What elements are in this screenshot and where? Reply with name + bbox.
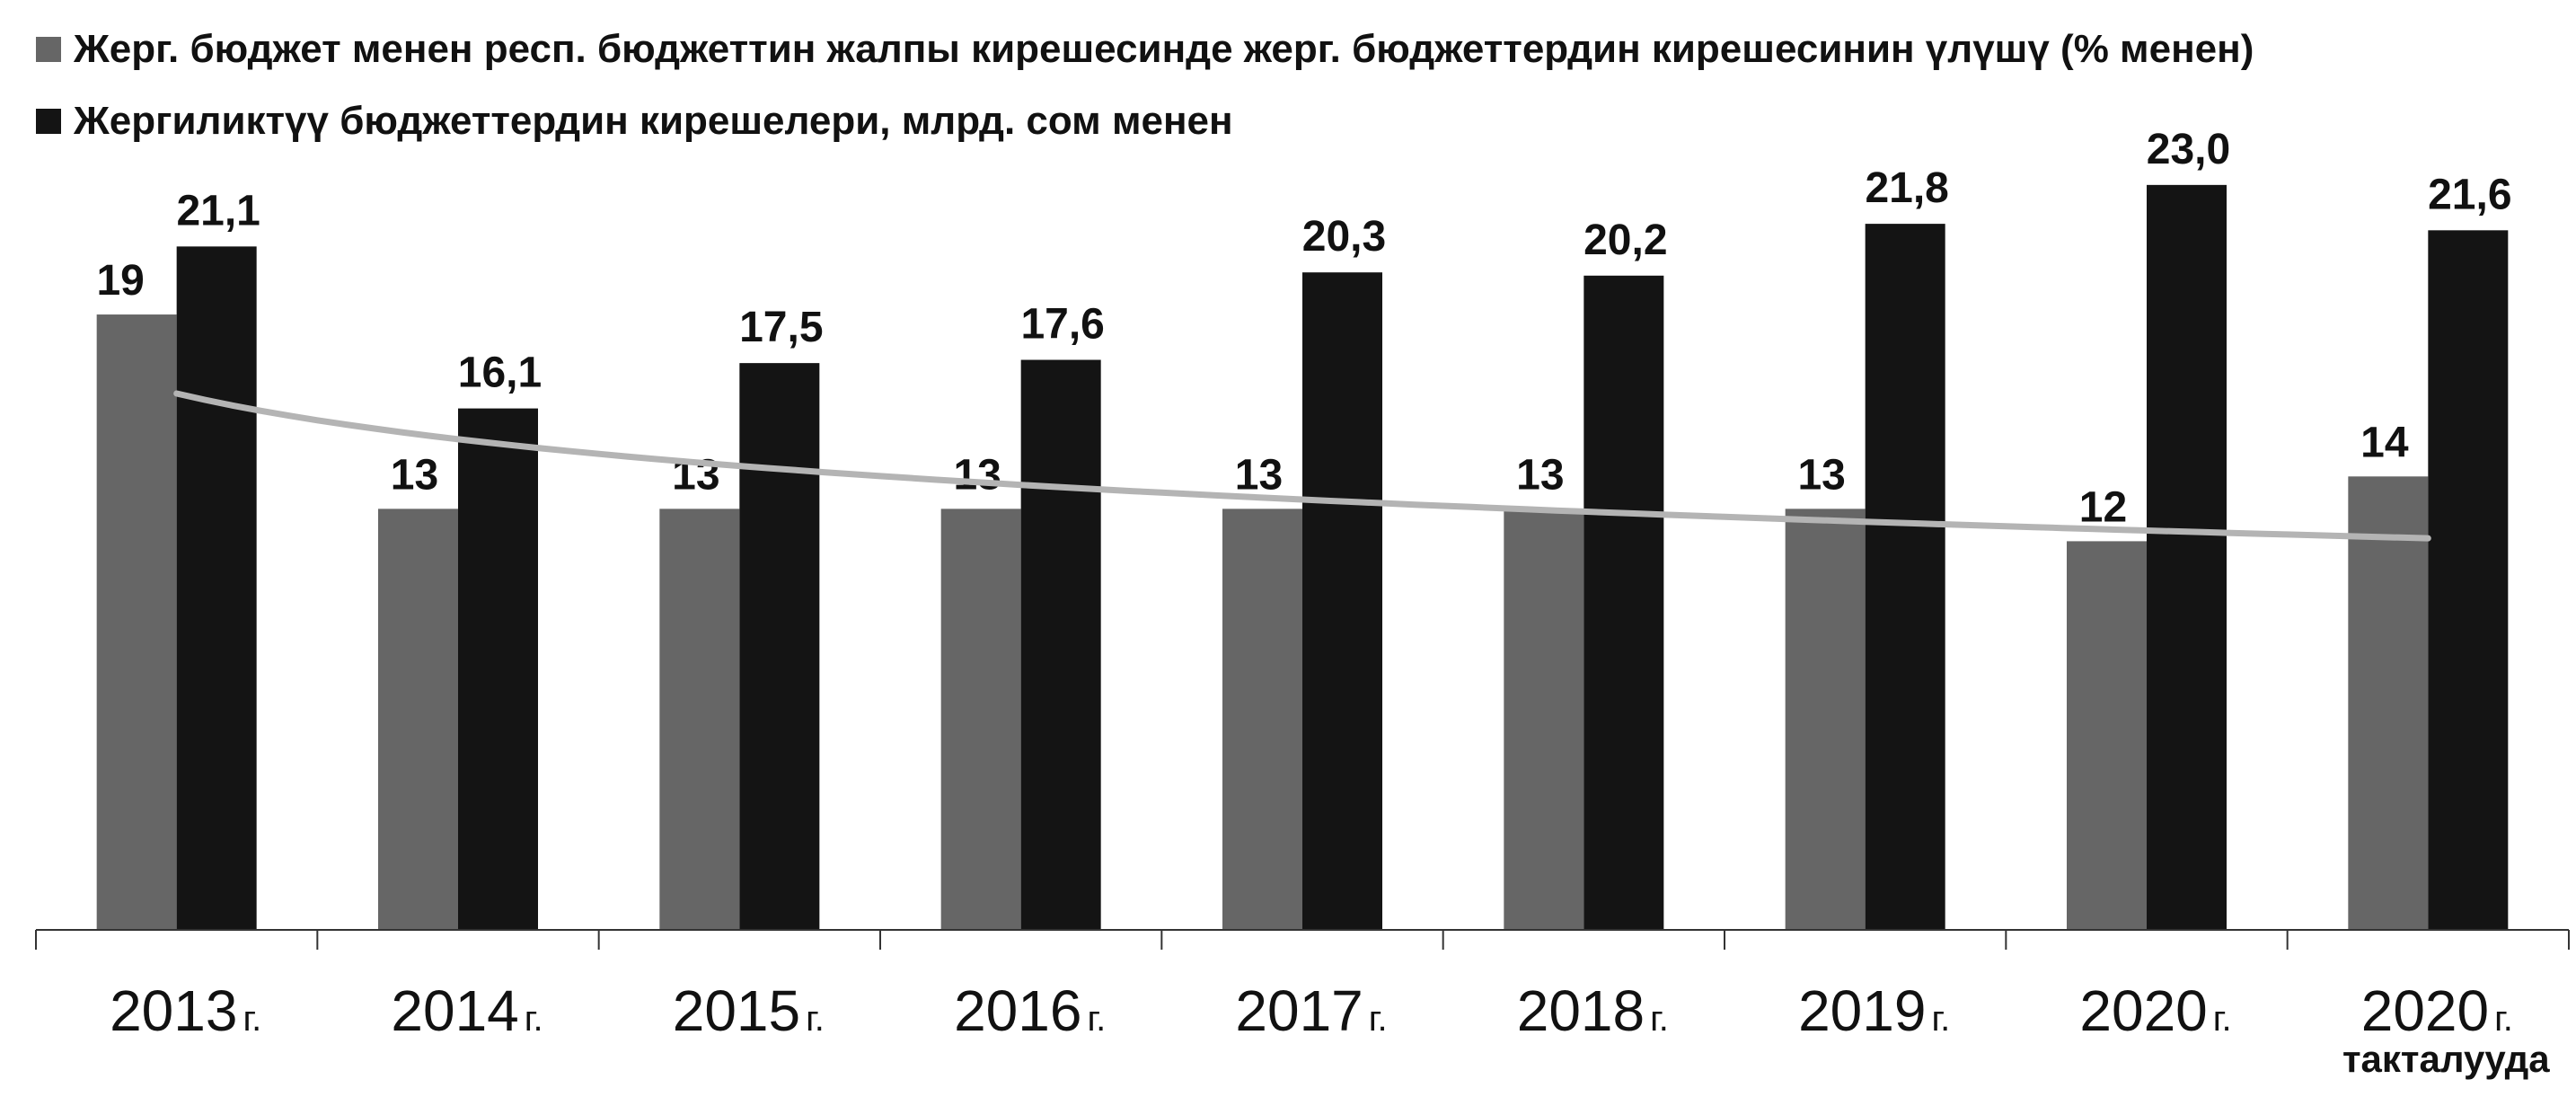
bar-s1-0 [176,246,257,931]
bar-s0-2 [659,509,740,930]
bar-s1-8 [2428,230,2509,930]
bar-s0-8 [2348,476,2429,930]
legend-swatch-revenue [36,109,61,134]
data-label-s0-3: 13 [953,451,1001,499]
x-tick-year-4: 2017 [1235,978,1363,1043]
bar-s1-2 [739,363,820,930]
x-tick-year-5: 2018 [1517,978,1645,1043]
data-label-s1-1: 16,1 [458,349,542,397]
bar-s1-7 [2147,184,2227,931]
x-tick-suffix-0: г. [243,999,261,1039]
bar-s0-5 [1504,509,1584,930]
x-tick-year-8: 2020 [2361,978,2489,1043]
data-label-s1-5: 20,2 [1584,217,1667,264]
trendline [173,390,2431,542]
bar-s0-6 [1785,509,1866,930]
data-label-s0-1: 13 [391,451,438,499]
x-tick-note-8: такталууда [2342,1038,2550,1080]
x-axis: 2013 г. 2014 г. 2015 г. 2016 г. 2017 г. 2018 г. 2019… [35,929,2570,1080]
bar-s1-6 [1865,224,1945,931]
legend-swatch-share [36,37,61,62]
bar-s0-0 [96,314,177,930]
bar-s1-3 [1020,359,1101,930]
data-label-s1-0: 21,1 [176,187,260,234]
x-tick-year-6: 2019 [1798,978,1926,1043]
x-tick-label-7: 2020 г. [2079,978,2231,1043]
x-tick-label-8: 2020 г. [2361,978,2513,1043]
legend-label-share: Жерг. бюджет менен респ. бюджеттин жалпы… [73,27,2254,71]
x-tick-year-1: 2014 [391,978,518,1043]
data-label-s1-7: 23,0 [2147,126,2230,173]
bar-s0-1 [378,509,458,930]
data-label-s1-4: 20,3 [1302,213,1386,261]
x-tick-suffix-6: г. [1931,999,1950,1039]
x-tick-suffix-7: г. [2213,999,2232,1039]
legend-label-revenue: Жергиликтүү бюджеттердин кирешелери, млр… [73,99,1233,143]
bar-s1-5 [1584,275,1664,930]
legend-item-revenue: Жергиликтүү бюджеттердин кирешелери, млр… [36,99,1233,143]
x-tick-label-3: 2016 г. [954,978,1106,1043]
bar-s1-1 [458,408,538,931]
legend: Жерг. бюджет менен респ. бюджеттин жалпы… [36,27,2254,143]
x-tick-suffix-1: г. [525,999,543,1039]
x-tick-label-5: 2018 г. [1517,978,1669,1043]
x-tick-label-1: 2014 г. [391,978,543,1043]
bar-s1-4 [1302,272,1382,930]
data-label-s0-4: 13 [1235,451,1283,499]
x-tick-label-4: 2017 г. [1235,978,1387,1043]
x-tick-suffix-4: г. [1369,999,1388,1039]
bar-s0-3 [940,509,1021,930]
x-tick-suffix-8: г. [2494,999,2513,1039]
x-tick-year-0: 2013 [110,978,237,1043]
x-tick-suffix-5: г. [1650,999,1669,1039]
data-label-s0-0: 19 [96,257,144,305]
data-label-s0-8: 14 [2360,419,2409,466]
bar-s0-7 [2067,541,2147,930]
x-tick-year-2: 2015 [673,978,800,1043]
data-label-s0-5: 13 [1516,451,1564,499]
x-tick-year-3: 2016 [954,978,1081,1043]
x-tick-year-7: 2020 [2079,978,2207,1043]
data-label-s1-6: 21,8 [1865,164,1948,212]
data-label-s0-7: 12 [2079,483,2127,531]
x-tick-label-0: 2013 г. [110,978,261,1043]
data-label-s1-8: 21,6 [2428,171,2511,218]
legend-item-share: Жерг. бюджет менен респ. бюджеттин жалпы… [36,27,2254,71]
data-label-s1-3: 17,6 [1020,301,1104,349]
bar-s0-4 [1222,509,1302,930]
x-tick-label-2: 2015 г. [673,978,825,1043]
x-tick-suffix-2: г. [806,999,825,1039]
x-tick-suffix-3: г. [1087,999,1106,1039]
data-label-s1-2: 17,5 [739,304,823,351]
data-label-s0-6: 13 [1797,451,1845,499]
x-tick-label-6: 2019 г. [1798,978,1950,1043]
